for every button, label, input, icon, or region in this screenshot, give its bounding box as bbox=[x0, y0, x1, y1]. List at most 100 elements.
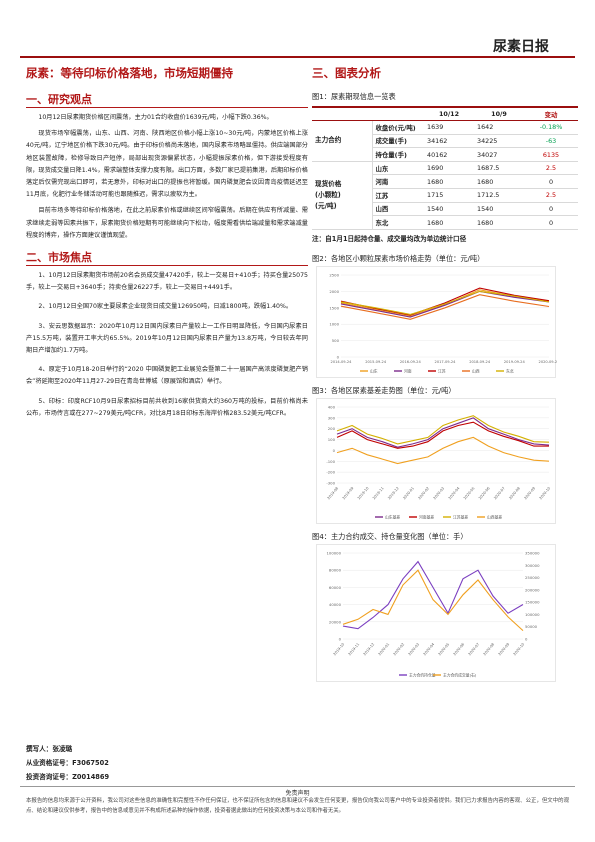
page-header: 尿素日报 bbox=[0, 0, 595, 55]
y-tick-label: 300 bbox=[328, 415, 336, 420]
fig1-caption: 图1：尿素期现信息一览表 bbox=[312, 92, 396, 101]
author-name: 撰写人：张凌璐 bbox=[26, 745, 73, 753]
table-cell-value: 1687.5 bbox=[474, 161, 524, 176]
x-tick-label: 2017-09-24 bbox=[435, 360, 457, 364]
table-body: 主力合约 收盘价(元/吨) 1639 1642 -0.18% 成交量(手) 34162 342… bbox=[312, 120, 578, 230]
y-tick-label: 0 bbox=[333, 448, 336, 453]
research-paragraph: 10月12日尿素期货价格区间震荡，主力01合约收盘价1639元/吨，小幅下跌0.… bbox=[38, 114, 273, 121]
regional-price-chart: 2500 2000 1500 1000 500 0 2014-09-24 2015-09-24… bbox=[316, 265, 557, 378]
table-cell-value: 1680 bbox=[424, 174, 474, 190]
y-right-tick-label: 200000 bbox=[525, 587, 540, 592]
table-cell-change: 2.5 bbox=[524, 161, 578, 176]
legend-label: 主力合约成交量(右) bbox=[443, 672, 477, 677]
table-row: 江苏 1715 1712.5 2.5 bbox=[312, 188, 578, 203]
x-tick-label: 2020-04 bbox=[448, 486, 461, 501]
disclaimer-text: 本报告的信息均来源于公开资料，我公司对这些信息的准确性和完整性不作任何保证，也不… bbox=[26, 798, 569, 814]
table-header-cell: 10/12 bbox=[424, 106, 474, 122]
row-group-label: 主力合约 bbox=[312, 120, 373, 162]
x-tick-label: 2020-10 bbox=[539, 486, 552, 501]
x-tick-label: 2020-02 bbox=[393, 642, 406, 656]
legend-label: 江苏基差 bbox=[453, 514, 468, 519]
y-tick-label: 100000 bbox=[327, 550, 342, 555]
research-paragraph: 现货市场窄幅震荡，山东、山西、河南、陕西地区价格小幅上涨10~30元/吨，内蒙地… bbox=[26, 130, 308, 199]
x-tick-label: 2020-09-24 bbox=[539, 360, 557, 364]
research-paragraph: 目前市场多等待印标价格落地，在此之前尿素价格或继续区间窄幅震荡。后期在供应有所减… bbox=[26, 207, 308, 239]
x-tick-label: 2020-02 bbox=[417, 486, 430, 500]
section-focus-title: 二、市场焦点 bbox=[26, 250, 308, 267]
x-tick-label: 2020-09 bbox=[498, 642, 511, 657]
y-tick-label: 500 bbox=[332, 338, 340, 343]
y-tick-label: 400 bbox=[328, 404, 336, 409]
author-signature: 撰写人：张凌璐 从业资格证号：F3067502 投资咨询证号：Z0014869 bbox=[26, 742, 109, 784]
y-tick-label: -300 bbox=[326, 480, 335, 485]
section-research-label: 一、研究观点 bbox=[26, 93, 92, 106]
disclaimer-divider bbox=[20, 786, 575, 787]
x-tick-label: 2015-09-24 bbox=[365, 360, 387, 364]
x-tick-label: 2019-12 bbox=[363, 642, 376, 656]
y-right-tick-label: 250000 bbox=[525, 575, 540, 580]
y-tick-label: -100 bbox=[326, 459, 335, 464]
x-tick-label: 2020-09 bbox=[523, 486, 536, 501]
table-cell-item: 江苏 bbox=[372, 188, 424, 203]
y-tick-label: 0 bbox=[337, 354, 340, 359]
row-group-label: 现货价格 (小颗粒) (元/吨) bbox=[312, 161, 373, 230]
y-tick-label: 2500 bbox=[329, 272, 339, 277]
legend-label: 河南基差 bbox=[419, 514, 434, 519]
series-line-2 bbox=[340, 290, 550, 318]
x-tick-label: 2019-10 bbox=[333, 642, 346, 657]
focus-paragraph: 2、10月12日全国70家主要尿素企业现货日成交量126950吨，日减1800吨… bbox=[38, 303, 293, 311]
fig4-caption: 图4：主力合约成交、持仓量变化图（单位：手） bbox=[312, 531, 468, 541]
table-header-row: 10/12 10/9 变动 bbox=[312, 106, 578, 122]
series-line-1 bbox=[342, 560, 524, 630]
table-cell-item: 河南 bbox=[372, 174, 424, 190]
table-cell-value: 1680 bbox=[424, 215, 474, 230]
investment-advisory-number: 投资咨询证号：Z0014869 bbox=[26, 773, 110, 781]
legend-label: 主力合约持仓量 bbox=[409, 672, 436, 677]
y-tick-label: 0 bbox=[339, 636, 342, 641]
basis-chart: 400 300 200 100 0 -100 -200 -300 2019-08 2019-09 2… bbox=[316, 397, 556, 524]
legend-label: 山西 bbox=[472, 368, 480, 373]
table-cell-value: 34225 bbox=[474, 134, 524, 149]
table-cell-item: 山东 bbox=[372, 161, 424, 176]
table-cell-item: 成交量(手) bbox=[372, 134, 424, 149]
y-tick-label: 1500 bbox=[329, 305, 339, 310]
x-tick-label: 2019-11 bbox=[372, 486, 385, 500]
volume-oi-chart-svg: 1000008000060000400002000003500003000002… bbox=[327, 550, 541, 677]
legend-label: 山东 bbox=[370, 368, 378, 373]
series-line-1 bbox=[336, 417, 550, 448]
x-tick-label: 2020-08 bbox=[483, 642, 496, 657]
y-tick-label: 20000 bbox=[329, 619, 342, 624]
x-tick-label: 2019-08 bbox=[327, 486, 340, 501]
table-cell-item: 持仓量(手) bbox=[372, 147, 424, 162]
y-tick-label: 1000 bbox=[329, 322, 339, 327]
x-tick-label: 2020-10 bbox=[513, 642, 526, 657]
section-research-title: 一、研究观点 bbox=[26, 92, 308, 108]
y-right-tick-label: 300000 bbox=[525, 563, 540, 568]
x-tick-label: 2020-01 bbox=[402, 486, 415, 500]
x-tick-label: 2020-06 bbox=[453, 642, 466, 657]
series-line-4 bbox=[336, 436, 550, 464]
x-tick-label: 2020-01 bbox=[378, 642, 391, 656]
section-focus-label: 二、市场焦点 bbox=[26, 251, 92, 265]
y-right-tick-label: 350000 bbox=[525, 550, 540, 555]
table-cell-value: 1639 bbox=[424, 120, 474, 135]
table-cell-value: 1712.5 bbox=[474, 188, 524, 203]
series-line-5 bbox=[340, 290, 550, 315]
series-line-3 bbox=[336, 414, 550, 445]
x-tick-label: 2020-04 bbox=[423, 642, 436, 657]
table-cell-change: -63 bbox=[524, 134, 578, 149]
x-tick-label: 2020-03 bbox=[433, 486, 446, 500]
focus-paragraph: 3、安云思数据显示：2020年10月12日国内尿素日产量较上一工作日明显降低，今… bbox=[26, 322, 308, 355]
right-column: 三、图表分析 图1：尿素期现信息一览表 10/12 10/9 变动 主力合约 收盘… bbox=[312, 62, 578, 682]
table-cell-value: 1642 bbox=[474, 120, 524, 135]
table-row: 河南 1680 1680 0 bbox=[312, 174, 578, 190]
table-cell-value: 1715 bbox=[424, 188, 474, 203]
table-cell-change: 0 bbox=[524, 202, 578, 217]
series-line-3 bbox=[340, 287, 550, 316]
x-tick-label: 2019-10 bbox=[357, 486, 370, 501]
x-tick-label: 2020-05 bbox=[438, 642, 451, 656]
qualification-number: 从业资格证号：F3067502 bbox=[26, 759, 109, 767]
y-tick-label: 2000 bbox=[329, 289, 339, 294]
x-tick-label: 2020-05 bbox=[463, 486, 476, 500]
